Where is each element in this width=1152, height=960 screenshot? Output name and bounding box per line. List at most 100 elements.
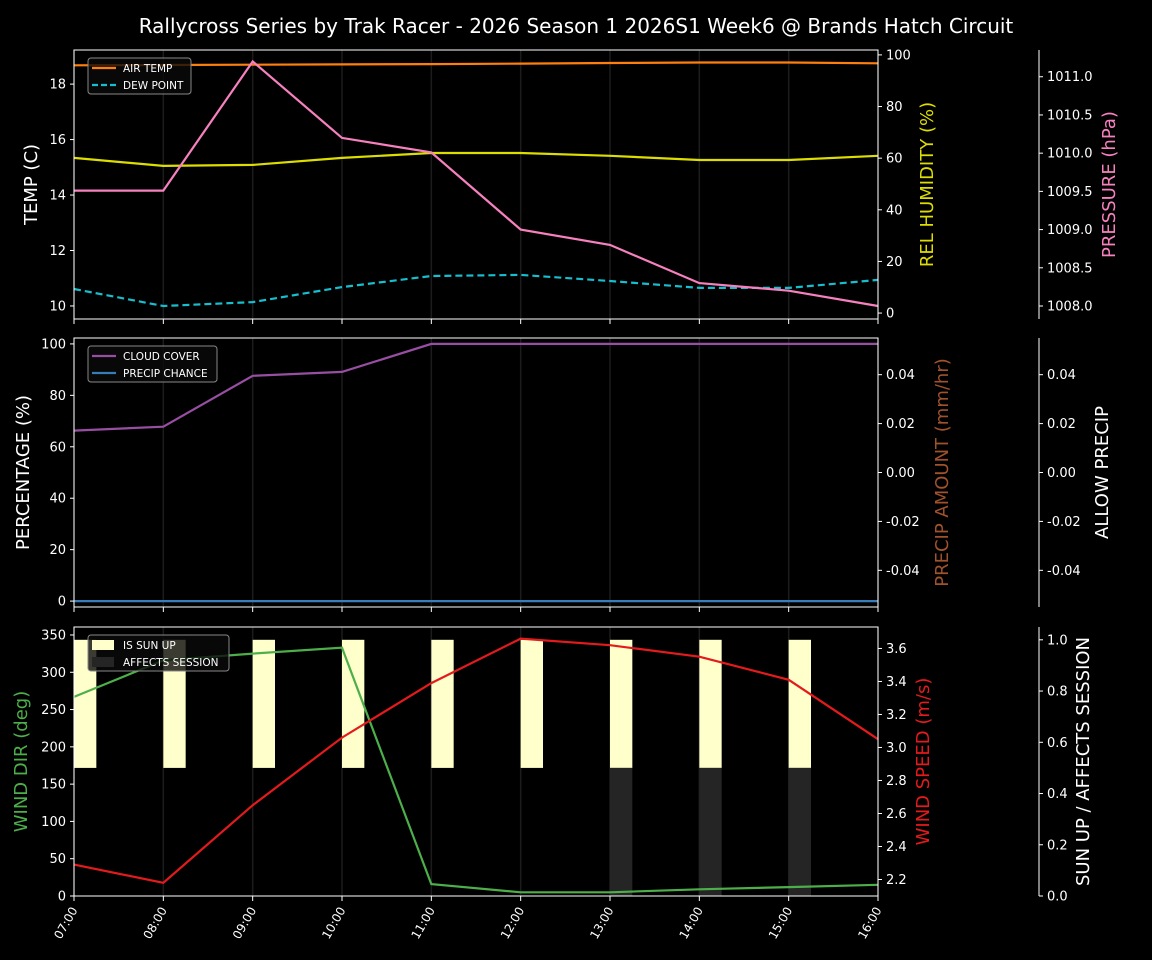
y-tick-label: 10 <box>49 299 66 314</box>
y-tick-label: 60 <box>49 440 66 455</box>
y-tick-label: 0.0 <box>1047 890 1068 905</box>
axis-label-spd: WIND SPEED (m/s) <box>913 678 934 846</box>
x-tick-label: 15:00 <box>766 905 795 942</box>
bar-is-sun-up <box>252 639 275 768</box>
y-tick-label: 1008.0 <box>1047 300 1093 315</box>
y-tick-label: -0.04 <box>1047 564 1081 579</box>
legend-label: DEW POINT <box>123 80 184 92</box>
y-tick-label: 350 <box>41 628 66 643</box>
series-line-cloud-cover <box>73 342 878 432</box>
legend-label: PRECIP CHANCE <box>123 368 208 380</box>
bar-affects-session <box>610 767 633 896</box>
series-line-air-temp <box>73 61 879 67</box>
bar-is-sun-up <box>610 639 633 768</box>
x-tick-label: 13:00 <box>587 905 616 942</box>
x-tick-label: 07:00 <box>51 905 80 942</box>
y-tick-label: 200 <box>41 740 66 755</box>
bar-is-sun-up <box>163 639 186 768</box>
plot-area <box>74 50 878 319</box>
y-tick-label: 0.02 <box>1047 417 1076 432</box>
y-tick-label: 1009.5 <box>1047 185 1093 200</box>
legend: AIR TEMP DEW POINT <box>87 57 192 95</box>
bar-is-sun-up <box>342 639 365 768</box>
y-tick-label: 20 <box>49 543 66 558</box>
y-tick-label: 0.00 <box>1047 466 1076 481</box>
y-tick-label: 0.4 <box>1047 787 1068 802</box>
plot-area <box>74 627 878 896</box>
y-tick-label: 250 <box>41 703 66 718</box>
y-tick-label: 3.2 <box>886 708 907 723</box>
y-tick-label: -0.02 <box>1047 515 1081 530</box>
axes-frame <box>73 626 879 897</box>
y-tick-label: -0.04 <box>886 564 920 579</box>
y-tick-label: 40 <box>49 492 66 507</box>
y-tick-label: 100 <box>886 48 911 63</box>
legend-label: CLOUD COVER <box>123 351 200 363</box>
y-tick-label: 18 <box>49 78 66 93</box>
y-tick-label: 12 <box>49 244 66 259</box>
y-tick-label: 0 <box>58 595 66 610</box>
legend: IS SUN UP AFFECTS SESSION <box>87 634 230 672</box>
axes-frame <box>73 49 879 320</box>
y-tick-label: 1009.0 <box>1047 223 1093 238</box>
y-tick-label: 0.2 <box>1047 838 1068 853</box>
y-tick-label: 16 <box>49 133 66 148</box>
y-tick-label: 14 <box>49 189 66 204</box>
y-tick-label: 2.8 <box>886 774 907 789</box>
axis-label-allow: ALLOW PRECIP <box>1092 406 1113 539</box>
bar-is-sun-up <box>788 639 811 768</box>
legend-label: AIR TEMP <box>123 63 172 75</box>
y-tick-label: 1010.0 <box>1047 147 1093 162</box>
y-tick-label: 40 <box>886 203 903 218</box>
y-tick-label: 0.00 <box>886 466 915 481</box>
axis-label-hum: REL HUMIDITY (%) <box>917 102 938 267</box>
panel-1: 10 12 14 16 18 TEMP (C) 0 20 40 60 80 100 REL HUMIDI… <box>21 48 1120 324</box>
y-tick-label: 50 <box>49 852 66 867</box>
y-tick-label: 1008.5 <box>1047 261 1093 276</box>
y-tick-label: 300 <box>41 666 66 681</box>
x-tick-label: 14:00 <box>677 905 706 942</box>
bar-is-sun-up <box>520 639 543 768</box>
y-tick-label: 0.04 <box>1047 368 1076 383</box>
y-tick-label: 100 <box>41 337 66 352</box>
y-tick-label: 20 <box>886 255 903 270</box>
x-tick-label: 10:00 <box>319 905 348 942</box>
axis-label-dir: WIND DIR (deg) <box>11 691 32 833</box>
x-tick-label: 09:00 <box>230 905 259 942</box>
y-tick-label: -0.02 <box>886 515 920 530</box>
y-tick-label: 0.02 <box>886 417 915 432</box>
axis-label-pres: PRESSURE (hPa) <box>1099 111 1120 258</box>
series-line-pres <box>74 59 879 308</box>
bar-affects-session <box>788 767 811 896</box>
plot-area <box>74 338 878 607</box>
legend-box <box>87 634 230 672</box>
axis-label-amt: PRECIP AMOUNT (mm/hr) <box>932 358 953 587</box>
bar-is-sun-up <box>699 639 722 768</box>
y-tick-label: 100 <box>41 815 66 830</box>
y-tick-label: 3.4 <box>886 675 907 690</box>
y-tick-label: 0.6 <box>1047 736 1068 751</box>
legend: CLOUD COVER PRECIP CHANCE <box>87 345 218 383</box>
y-tick-label: 0 <box>886 307 894 322</box>
y-tick-label: 80 <box>49 389 66 404</box>
y-tick-label: 2.4 <box>886 840 907 855</box>
y-tick-label: 0.04 <box>886 368 915 383</box>
legend-label: IS SUN UP <box>123 640 176 652</box>
y-tick-label: 2.6 <box>886 807 907 822</box>
series-line-spd <box>73 637 879 884</box>
panel-3: 07:00 08:00 09:00 10:00 11:00 12:00 13:00 14:00… <box>11 626 1094 942</box>
y-tick-label: 1.0 <box>1047 633 1068 648</box>
x-tick-label: 11:00 <box>409 905 438 942</box>
x-tick-label: 12:00 <box>498 905 527 942</box>
bar-is-sun-up <box>74 639 97 768</box>
x-tick-label: 08:00 <box>141 905 170 942</box>
y-tick-label: 80 <box>886 100 903 115</box>
bar-affects-session <box>699 767 722 896</box>
panel-2: 0 20 40 60 80 100 PERCENTAGE (%) -0.04 -0.02 0.00… <box>13 337 1113 612</box>
y-tick-label: 2.2 <box>886 873 907 888</box>
legend-box <box>87 345 218 383</box>
series-line-hum <box>73 151 879 168</box>
chart-title: Rallycross Series by Trak Racer - 2026 S… <box>138 14 1014 38</box>
y-tick-label: 150 <box>41 778 66 793</box>
